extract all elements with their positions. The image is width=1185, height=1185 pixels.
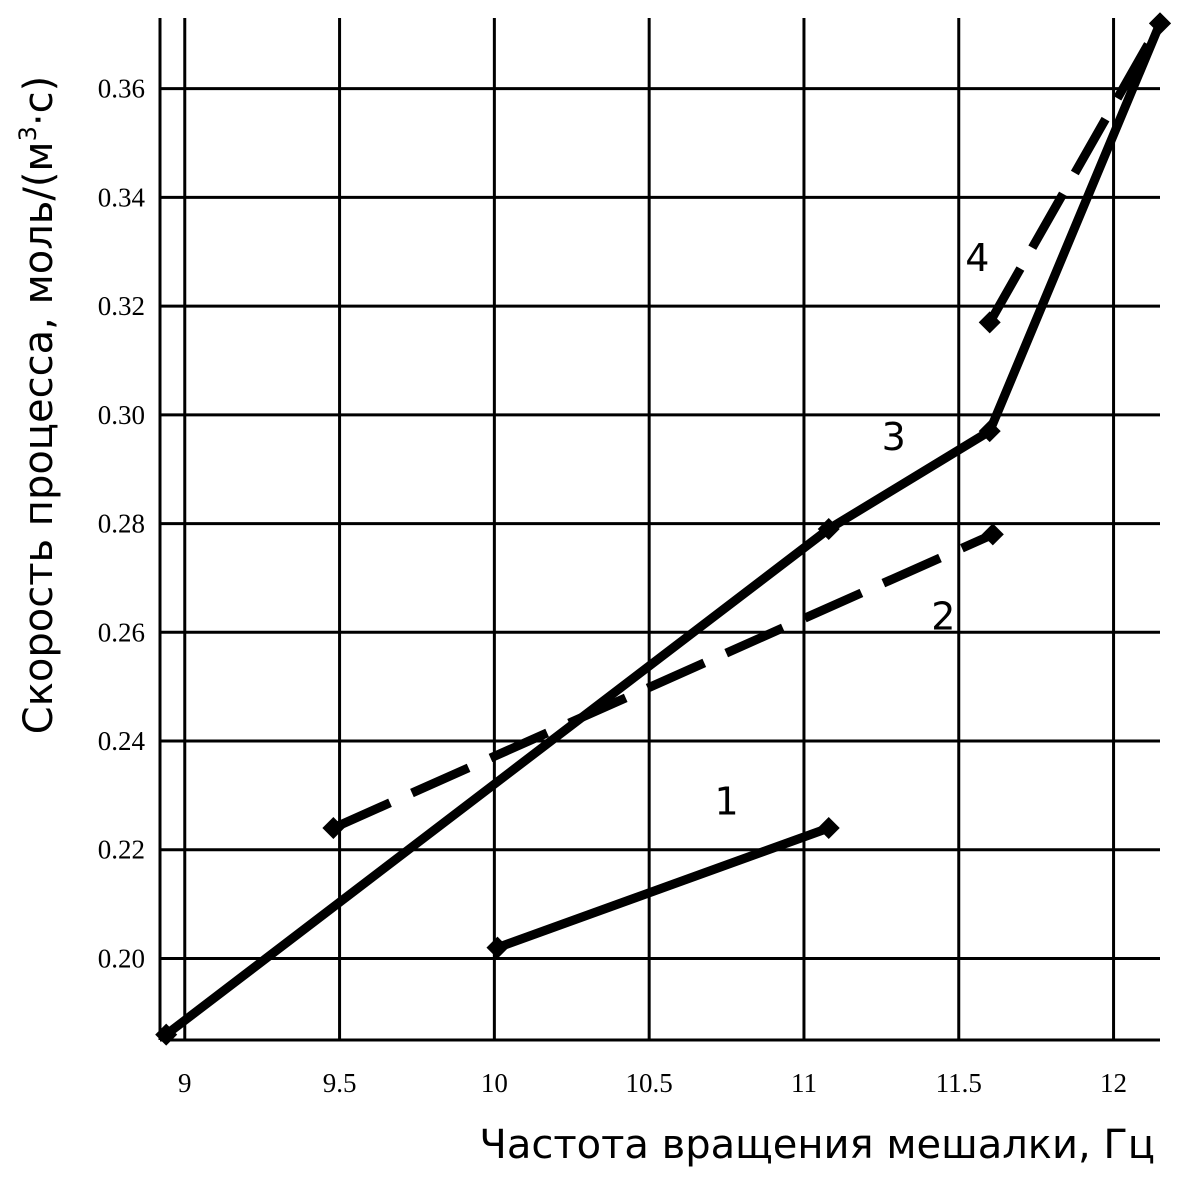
series-1-point (486, 936, 509, 959)
axes (158, 18, 1160, 1042)
y-tick-label: 0.30 (98, 400, 145, 430)
series-2-point (322, 816, 345, 839)
y-tick-label: 0.26 (98, 617, 145, 647)
x-tick-label: 12 (1100, 1068, 1127, 1098)
series-2-line (331, 530, 995, 833)
series-3-point (155, 1023, 178, 1046)
y-tick-label: 0.22 (98, 835, 145, 865)
y-tick-label: 0.24 (98, 726, 146, 756)
series-lines (155, 12, 1171, 1046)
x-tick-label: 9.5 (323, 1068, 357, 1098)
series-4-point (978, 311, 1001, 334)
series-3-point (817, 518, 840, 540)
x-tick-label: 10 (481, 1068, 508, 1098)
series-4-point (1149, 12, 1171, 35)
series-4-label: 4 (965, 236, 989, 280)
y-tick-label: 0.36 (98, 74, 145, 104)
series-1-point (817, 816, 840, 839)
x-tick-labels: 9 9.5 10 10.5 11 11.5 12 (178, 1068, 1127, 1098)
y-axis-title: Скорость процесса, моль/(м3·с) (14, 76, 62, 734)
series-4-line (985, 21, 1164, 325)
series-3-point (978, 420, 1001, 443)
series-1-label: 1 (714, 779, 738, 823)
y-axis-title-main: Скорость процесса, моль/(м (16, 141, 62, 734)
y-tick-label: 0.34 (98, 182, 146, 212)
x-tick-label: 11 (791, 1068, 817, 1098)
series-3-line (163, 21, 1165, 1039)
y-tick-label: 0.32 (98, 291, 145, 321)
x-axis-title: Частота вращения мешалки, Гц (479, 1122, 1155, 1168)
series-2-label: 2 (931, 595, 955, 639)
series-1-line (495, 823, 831, 952)
y-axis-title-tail: ·с) (16, 76, 62, 126)
series-labels: 1 2 3 4 (714, 236, 989, 824)
series-2-point (981, 523, 1004, 546)
x-tick-label: 9 (178, 1068, 192, 1098)
y-tick-label: 0.28 (98, 509, 145, 539)
y-tick-labels: 0.20 0.22 0.24 0.26 0.28 0.30 0.32 0.34 0.36 (98, 74, 146, 974)
series-3-label: 3 (882, 415, 906, 459)
y-axis-title-superscript: 3 (14, 126, 42, 141)
x-tick-label: 10.5 (626, 1068, 673, 1098)
y-tick-label: 0.20 (98, 943, 145, 973)
x-tick-label: 11.5 (936, 1068, 982, 1098)
